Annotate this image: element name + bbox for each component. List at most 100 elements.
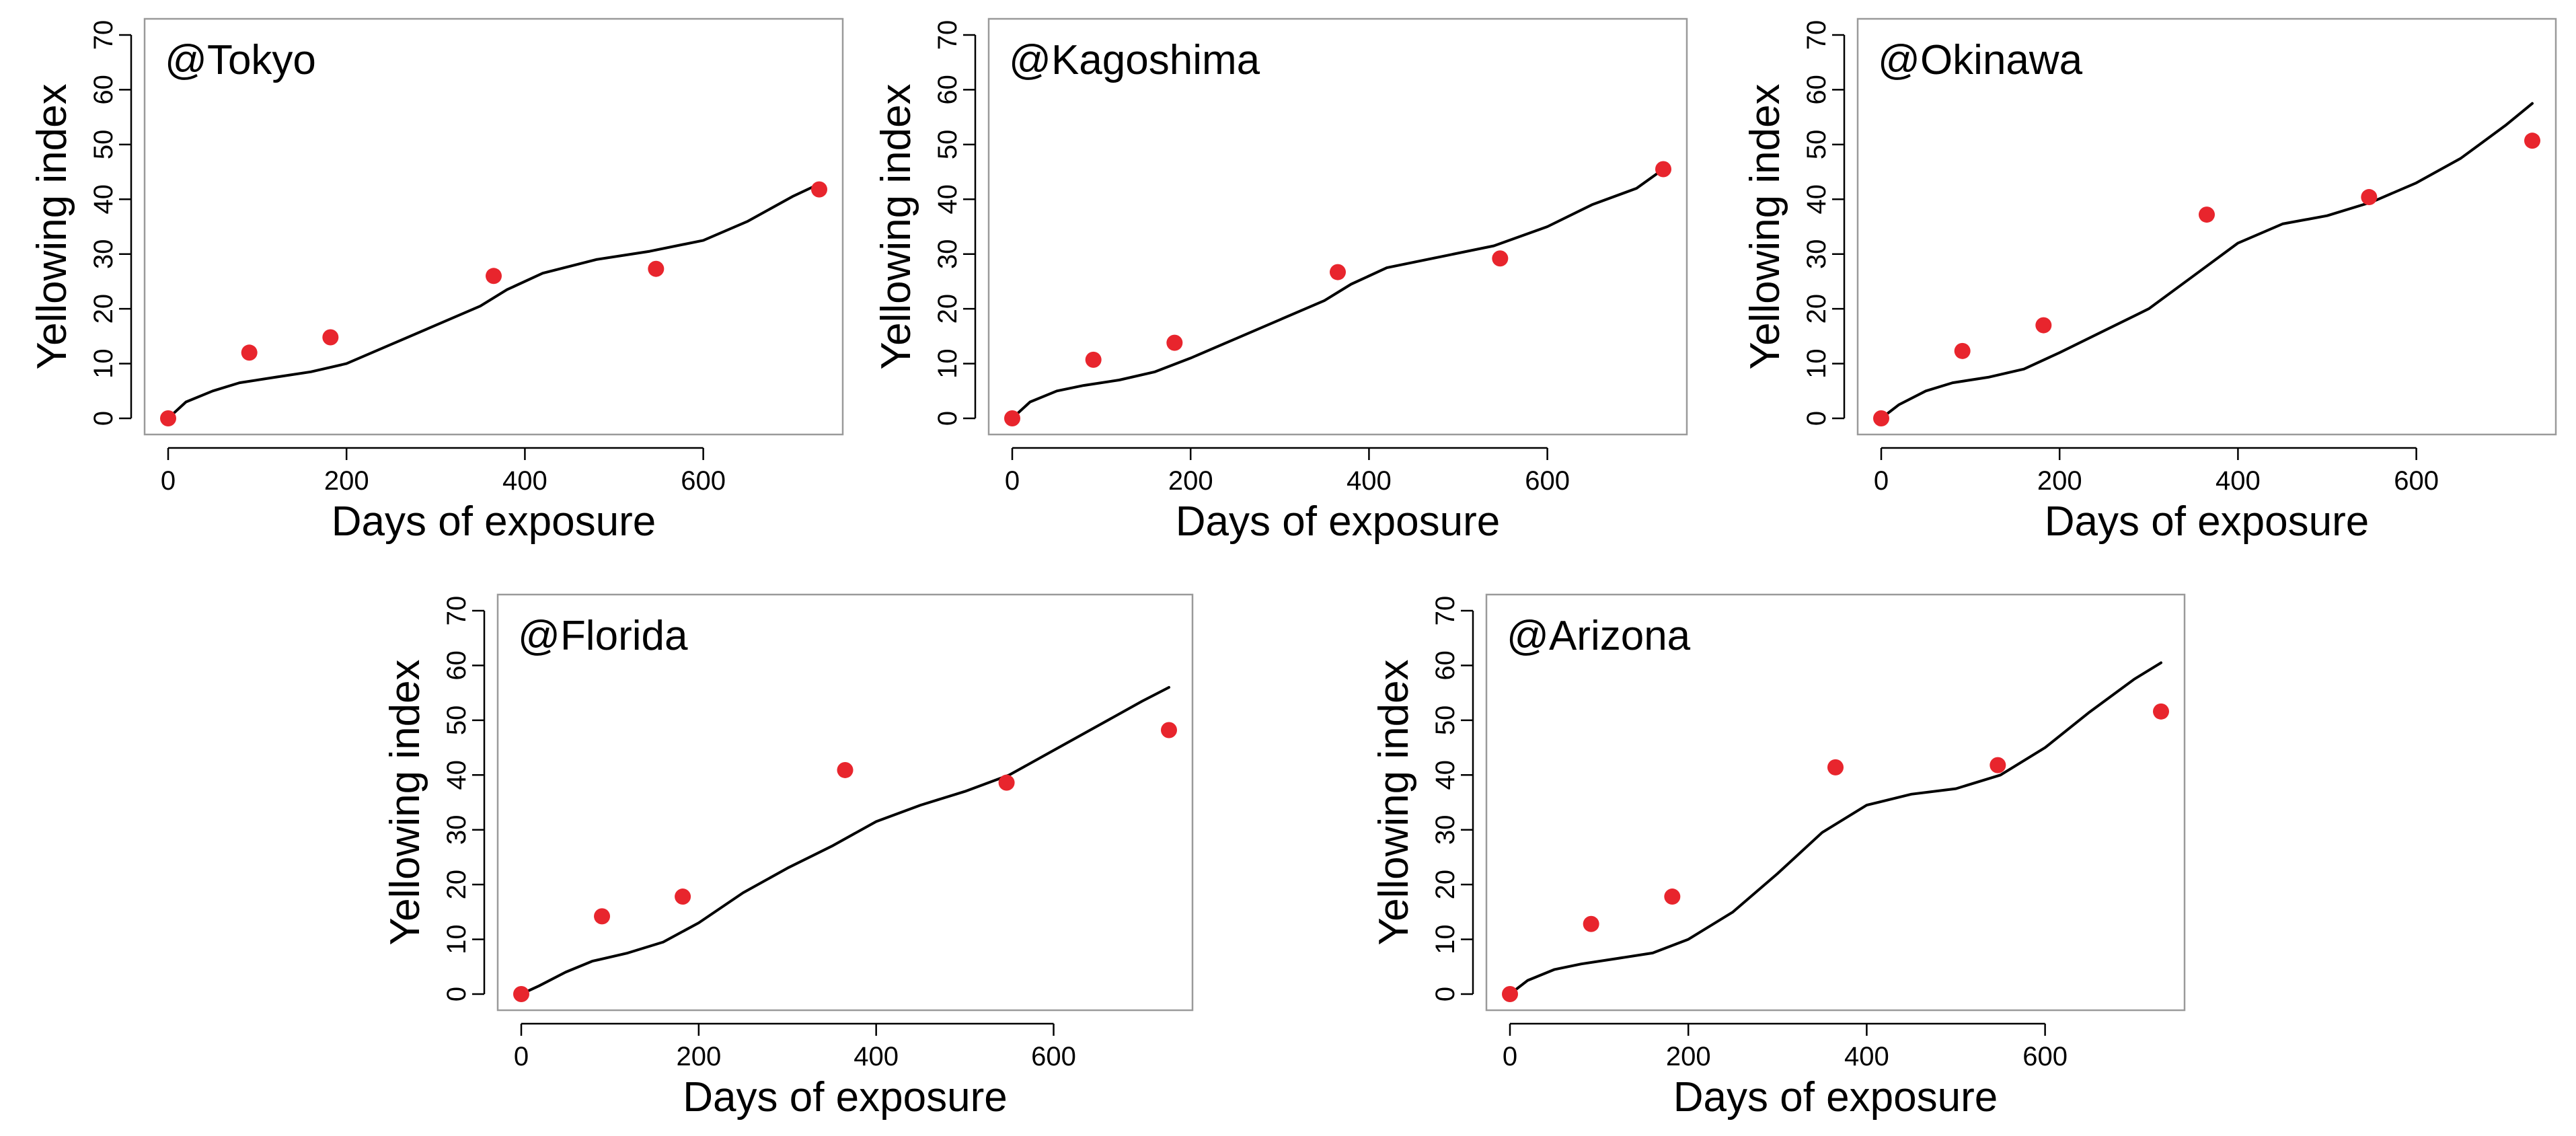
y-tick-label: 50 [1431, 706, 1460, 736]
y-tick-label: 30 [442, 815, 471, 845]
y-tick-label: 60 [1431, 650, 1460, 681]
observed-point [2199, 206, 2215, 223]
observed-point [1004, 410, 1020, 426]
y-tick-label: 20 [1802, 294, 1831, 324]
plot-frame [987, 17, 1688, 436]
model-curve-line [1509, 661, 2162, 995]
observed-point [675, 888, 691, 905]
y-tick-label: 40 [442, 760, 471, 790]
y-axis-title: Yellowing index [1742, 83, 1788, 369]
y-tick-label: 20 [89, 294, 118, 324]
x-tick-label: 600 [681, 466, 726, 496]
x-axis-title: Days of exposure [1176, 498, 1500, 545]
observed-point [486, 268, 502, 285]
observed-point [1990, 757, 2006, 773]
x-tick-label: 400 [2215, 466, 2261, 496]
observed-point [1954, 342, 1971, 359]
observed-point [998, 774, 1015, 791]
x-tick-label: 0 [1874, 466, 1889, 496]
y-tick-label: 0 [1802, 411, 1831, 426]
x-tick-label: 200 [2037, 466, 2082, 496]
chart-panel-kagoshima: 0 10 20 30 40 50 60 70 0 200 400 600 Days of exposur… [873, 17, 1688, 545]
model-curve-line [167, 182, 821, 420]
chart-panel-tokyo: 0 10 20 30 40 50 60 70 0 200 400 600 Days of exposur… [29, 17, 844, 545]
observed-point [2361, 189, 2378, 206]
y-tick-label: 50 [1802, 130, 1831, 160]
y-axis-title: Yellowing index [29, 83, 75, 369]
observed-point [1492, 250, 1509, 267]
observed-point [513, 986, 529, 1002]
x-tick-label: 200 [324, 466, 369, 496]
observed-point [241, 344, 258, 361]
observed-point [1085, 351, 1102, 368]
observed-point [1330, 264, 1346, 280]
y-tick-label: 60 [933, 75, 962, 105]
panel-title: @Florida [518, 613, 688, 659]
x-tick-label: 0 [514, 1042, 529, 1071]
observed-point [594, 908, 611, 925]
observed-point [811, 181, 827, 198]
observed-point [1655, 161, 1671, 178]
x-tick-label: 0 [1503, 1042, 1517, 1071]
observed-point [2153, 703, 2169, 720]
plot-frame [1856, 17, 2557, 436]
chart-panel-okinawa: 0 10 20 30 40 50 60 70 0 200 400 600 Days of exposur… [1742, 17, 2557, 545]
y-tick-label: 40 [89, 184, 118, 215]
x-tick-label: 600 [1031, 1042, 1076, 1071]
plot-frame [496, 593, 1194, 1012]
x-axis-title: Days of exposure [2045, 498, 2369, 545]
y-tick-label: 10 [1431, 924, 1460, 954]
observed-point [1873, 410, 1889, 426]
y-tick-label: 70 [442, 596, 471, 626]
model-curve-line [520, 686, 1170, 995]
y-tick-label: 40 [1431, 760, 1460, 790]
y-tick-label: 50 [442, 706, 471, 736]
y-tick-label: 0 [89, 411, 118, 426]
observed-point [648, 260, 665, 277]
x-tick-label: 0 [161, 466, 176, 496]
y-tick-label: 20 [1431, 870, 1460, 900]
observed-point [837, 761, 854, 778]
y-tick-label: 60 [89, 75, 118, 105]
x-tick-label: 400 [1844, 1042, 1889, 1071]
y-tick-label: 70 [89, 20, 118, 50]
x-tick-label: 200 [1168, 466, 1213, 496]
panel-title: @Arizona [1507, 613, 1691, 659]
x-tick-label: 200 [676, 1042, 721, 1071]
y-tick-label: 0 [933, 411, 962, 426]
y-tick-label: 50 [933, 130, 962, 160]
x-tick-label: 600 [2022, 1042, 2068, 1071]
x-tick-label: 600 [2394, 466, 2439, 496]
observed-point [1664, 888, 1681, 905]
x-axis-title: Days of exposure [1673, 1074, 1998, 1121]
x-tick-label: 200 [1666, 1042, 1711, 1071]
y-tick-label: 30 [89, 239, 118, 269]
y-tick-label: 30 [1802, 239, 1831, 269]
observed-point [1827, 759, 1844, 775]
y-tick-label: 0 [442, 987, 471, 1001]
y-tick-label: 10 [1802, 348, 1831, 379]
y-axis-title: Yellowing index [382, 659, 428, 945]
y-tick-label: 20 [442, 870, 471, 900]
y-tick-label: 40 [933, 184, 962, 215]
y-tick-label: 70 [933, 20, 962, 50]
y-tick-label: 50 [89, 130, 118, 160]
observed-point [1502, 986, 1518, 1002]
x-tick-label: 600 [1525, 466, 1570, 496]
plot-frame [143, 17, 844, 436]
x-axis-title: Days of exposure [683, 1074, 1007, 1121]
observed-point [2035, 317, 2052, 334]
x-tick-label: 400 [502, 466, 547, 496]
y-tick-label: 0 [1431, 987, 1460, 1001]
x-tick-label: 0 [1005, 466, 1020, 496]
model-curve-line [1011, 167, 1665, 420]
observed-point [1583, 915, 1599, 932]
chart-panel-florida: 0 10 20 30 40 50 60 70 0 200 400 600 Days of exposur… [382, 593, 1194, 1121]
x-tick-label: 400 [1347, 466, 1392, 496]
y-tick-label: 70 [1431, 596, 1460, 626]
y-tick-label: 20 [933, 294, 962, 324]
y-axis-title: Yellowing index [873, 83, 919, 369]
y-axis-title: Yellowing index [1371, 659, 1417, 945]
y-tick-label: 70 [1802, 20, 1831, 50]
